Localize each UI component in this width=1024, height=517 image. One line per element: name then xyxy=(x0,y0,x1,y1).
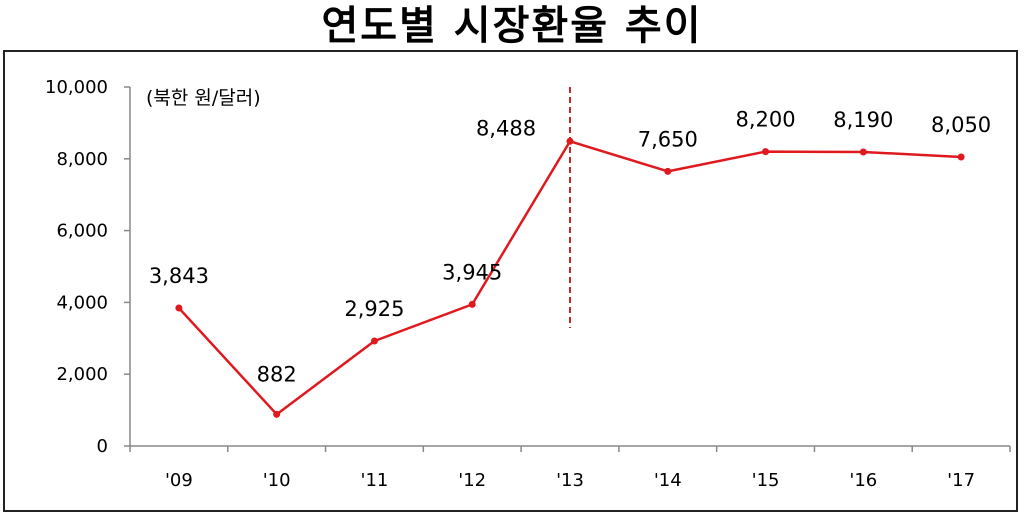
y-tick-label: 4,000 xyxy=(56,292,108,313)
data-label: 8,488 xyxy=(476,116,536,140)
x-tick-label: '10 xyxy=(263,470,291,491)
data-point xyxy=(957,153,965,161)
x-tick-label: '13 xyxy=(556,470,584,491)
x-tick-label: '17 xyxy=(947,470,975,491)
y-tick-label: 6,000 xyxy=(56,221,108,242)
y-tick-label: 8,000 xyxy=(56,149,108,170)
y-tick-label: 10,000 xyxy=(45,77,108,98)
data-point xyxy=(762,148,770,156)
data-label: 7,650 xyxy=(638,127,698,151)
data-label: 8,050 xyxy=(931,113,991,137)
data-point xyxy=(664,167,672,175)
data-label: 8,190 xyxy=(833,108,893,132)
data-point xyxy=(859,148,867,156)
data-label: 3,945 xyxy=(442,260,502,284)
axes xyxy=(124,86,1011,452)
data-point xyxy=(566,137,574,145)
y-tick-label: 2,000 xyxy=(56,364,108,385)
y-tick-labels: 0 2,000 4,000 6,000 8,000 10,000 xyxy=(45,77,108,457)
x-tick-label: '16 xyxy=(849,470,877,491)
data-point xyxy=(468,300,476,308)
data-points xyxy=(175,137,965,418)
data-point xyxy=(273,410,281,418)
x-tick-label: '15 xyxy=(752,470,780,491)
data-label: 3,843 xyxy=(149,264,209,288)
chart-title: 연도별 시장환율 추이 xyxy=(321,3,703,49)
y-tick-label: 0 xyxy=(97,436,108,457)
data-point xyxy=(370,337,378,345)
unit-label: (북한 원/달러) xyxy=(146,87,261,109)
data-labels: 3,843 882 2,925 3,945 8,488 7,650 8,200 8,190 8,… xyxy=(149,108,991,387)
data-label: 2,925 xyxy=(344,297,404,321)
x-tick-label: '09 xyxy=(165,470,193,491)
data-label: 8,200 xyxy=(735,108,795,132)
data-label: 882 xyxy=(257,362,297,386)
x-tick-label: '14 xyxy=(654,470,682,491)
chart-frame xyxy=(3,50,1018,512)
x-tick-label: '11 xyxy=(361,470,389,491)
x-tick-label: '12 xyxy=(458,470,486,491)
data-point xyxy=(175,304,183,312)
x-tick-labels: '09 '10 '11 '12 '13 '14 '15 '16 '17 xyxy=(165,470,975,491)
